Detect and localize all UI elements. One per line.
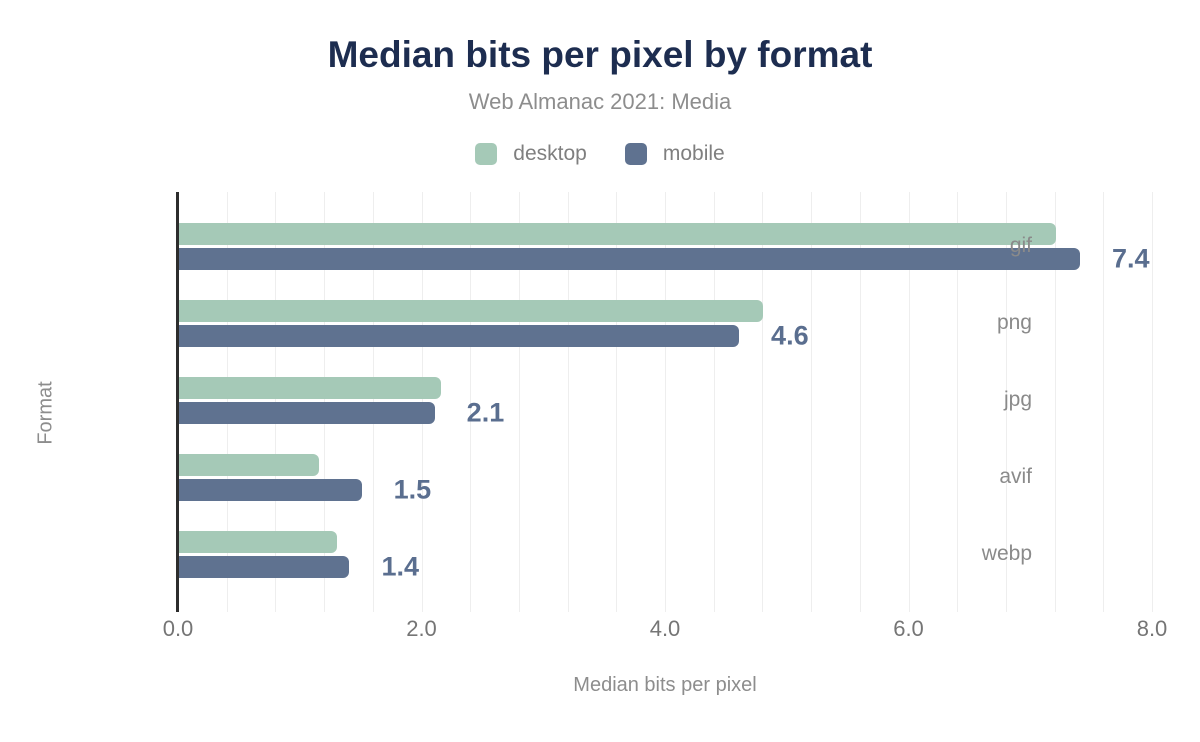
category-label-webp: webp <box>981 542 1032 565</box>
gridline <box>811 192 813 612</box>
value-label-gif: 7.4 <box>1111 243 1150 273</box>
x-axis-title: Median bits per pixel <box>573 674 757 696</box>
gridline <box>616 192 618 612</box>
bar-desktop-avif <box>179 453 319 476</box>
bar-desktop-jpg <box>179 376 441 399</box>
y-axis-line <box>176 192 179 612</box>
bar-mobile-jpg <box>179 401 435 424</box>
gridline <box>908 192 910 612</box>
category-label-avif: avif <box>999 465 1032 488</box>
x-tick-4.0: 4.0 <box>649 616 681 641</box>
bar-desktop-gif <box>179 222 1056 245</box>
value-label-png: 4.6 <box>771 320 809 350</box>
legend: desktop mobile <box>0 142 1200 166</box>
bar-desktop-png <box>179 299 764 322</box>
gridline <box>1054 192 1056 612</box>
legend-item-desktop[interactable]: desktop <box>475 142 587 166</box>
gridline <box>665 192 666 612</box>
legend-label-mobile: mobile <box>662 142 725 165</box>
bar-mobile-webp <box>179 555 350 578</box>
x-tick-6.0: 6.0 <box>893 616 924 641</box>
legend-swatch-desktop <box>475 143 498 165</box>
gridline <box>567 192 569 612</box>
bar-mobile-png <box>179 324 740 347</box>
gridline <box>859 192 861 612</box>
x-tick-0.0: 0.0 <box>162 616 194 641</box>
value-label-webp: 1.4 <box>381 551 419 581</box>
bar-desktop-webp <box>179 530 338 553</box>
gridline <box>1103 192 1105 612</box>
gridline <box>713 192 715 612</box>
chart-title: Median bits per pixel by format <box>327 34 873 75</box>
value-label-jpg: 2.1 <box>466 397 505 427</box>
category-label-png: png <box>996 311 1032 334</box>
gridline <box>470 192 472 612</box>
gridline <box>518 192 520 612</box>
x-tick-2.0: 2.0 <box>406 616 437 641</box>
chart-subtitle: Web Almanac 2021: Media <box>468 89 732 114</box>
y-axis-title: Format <box>34 381 57 445</box>
gridline <box>1152 192 1153 612</box>
gridline <box>957 192 959 612</box>
bar-mobile-avif <box>179 478 362 501</box>
legend-swatch-mobile <box>624 143 647 165</box>
category-label-jpg: jpg <box>1003 388 1032 411</box>
gridline <box>1005 192 1007 612</box>
bar-mobile-gif <box>179 247 1080 270</box>
value-label-avif: 1.5 <box>393 474 432 504</box>
category-label-gif: gif <box>1009 234 1032 257</box>
legend-label-desktop: desktop <box>513 142 587 165</box>
x-tick-8.0: 8.0 <box>1136 616 1168 641</box>
gridline <box>762 192 764 612</box>
legend-item-mobile[interactable]: mobile <box>624 142 725 166</box>
